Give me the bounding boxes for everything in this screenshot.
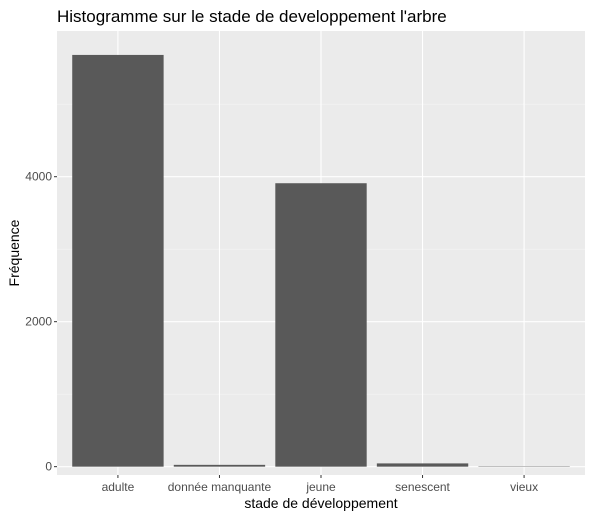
y-tick-label: 4000 xyxy=(25,170,52,184)
bar-adulte xyxy=(72,54,164,467)
x-axis-title: stade de développement xyxy=(244,495,397,511)
chart-title: Histogramme sur le stade de developpemen… xyxy=(57,7,447,26)
x-tick-label: donnée manquante xyxy=(168,480,272,494)
y-axis: 0 2000 4000 xyxy=(25,170,57,474)
bar-senescent xyxy=(376,463,469,467)
y-tick-label: 0 xyxy=(45,460,52,474)
y-axis-title: Fréquence xyxy=(6,219,22,286)
x-tick-label: vieux xyxy=(510,480,538,494)
x-axis: adulte donnée manquante jeune senescent vieu… xyxy=(102,475,538,494)
x-tick-label: senescent xyxy=(395,480,450,494)
bar-donnée-manquante xyxy=(173,464,266,467)
y-tick-label: 2000 xyxy=(25,315,52,329)
bars xyxy=(72,54,570,467)
bar-jeune xyxy=(275,183,367,467)
x-tick-label: jeune xyxy=(305,480,336,494)
x-tick-label: adulte xyxy=(102,480,135,494)
